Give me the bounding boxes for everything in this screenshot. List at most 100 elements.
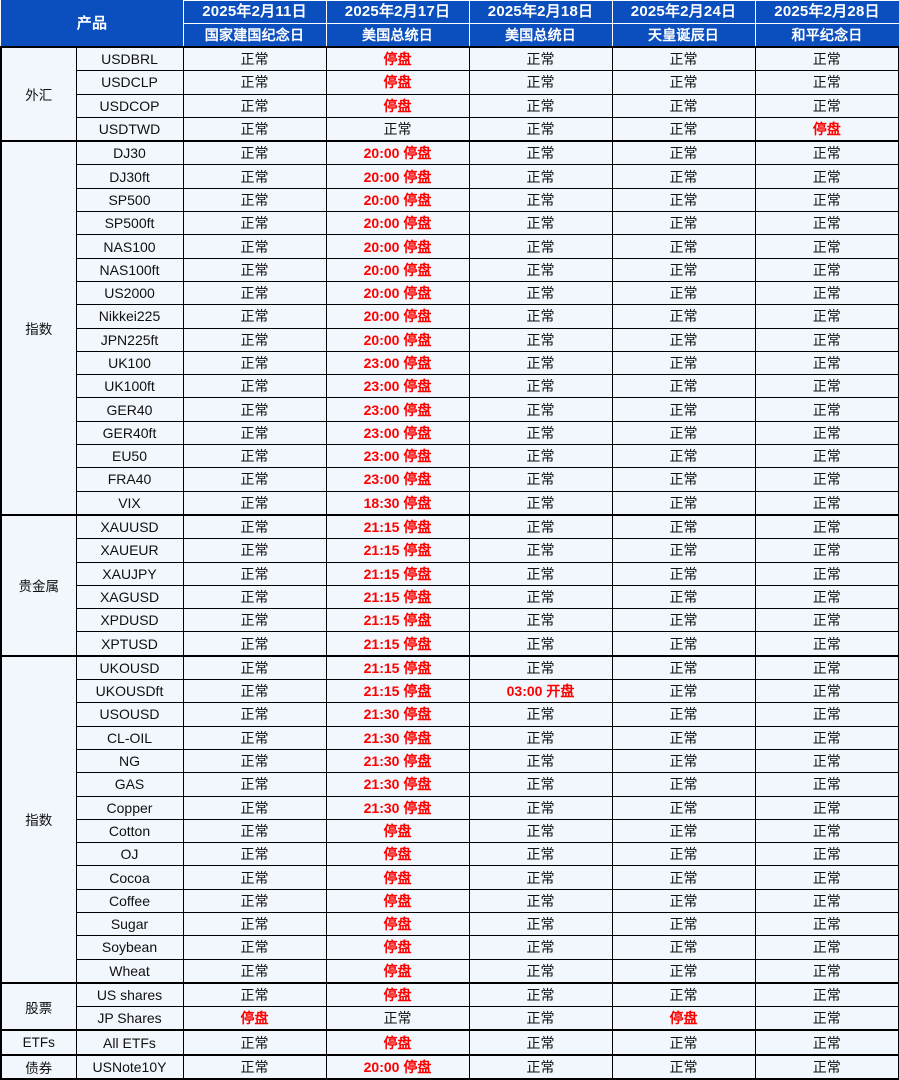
product-cell: UKOUSDft <box>75 679 184 704</box>
status-cell: 20:00 停盘 <box>325 280 470 306</box>
status-cell: 停盘 <box>325 935 470 960</box>
table-row: SP500 正常 20:00 停盘 正常 正常 正常 <box>1 187 899 213</box>
status-cell: 正常 <box>468 211 613 236</box>
table-row: USDCOP 正常 停盘 正常 正常 正常 <box>1 93 899 118</box>
status-cell: 正常 <box>468 444 613 469</box>
status-cell: 正常 <box>754 935 899 960</box>
status-cell: 停盘 <box>325 70 470 95</box>
status-cell: 正常 <box>754 490 899 516</box>
table-row: OJ 正常 停盘 正常 正常 正常 <box>1 842 899 867</box>
status-cell: 正常 <box>754 958 899 984</box>
product-cell: DJ30ft <box>75 164 184 189</box>
product-cell: USDBRL <box>75 46 184 72</box>
table-row: 外汇 USDBRL 正常 停盘 正常 正常 正常 <box>0 45 899 143</box>
status-cell: 正常 <box>182 654 327 681</box>
status-cell: 正常 <box>468 187 613 213</box>
status-cell: 正常 <box>468 865 613 890</box>
status-cell: 正常 <box>468 280 613 306</box>
status-cell: 正常 <box>182 187 327 213</box>
status-cell: 正常 <box>754 46 899 72</box>
status-cell: 正常 <box>182 116 327 143</box>
product-cell: JP Shares <box>75 1006 184 1032</box>
status-cell: 正常 <box>182 795 327 820</box>
status-cell: 正常 <box>468 513 613 540</box>
table-row: 指数 DJ30 正常 20:00 停盘 正常 正常 正常 <box>0 140 899 516</box>
table-row: XPTUSD 正常 21:15 停盘 正常 正常 正常 <box>1 631 899 657</box>
product-cell: USDTWD <box>75 116 184 143</box>
product-cell: GAS <box>75 772 184 797</box>
status-cell: 停盘 <box>325 842 470 867</box>
status-cell: 正常 <box>611 935 756 960</box>
status-cell: 20:00 停盘 <box>325 257 470 282</box>
status-cell: 正常 <box>468 608 613 633</box>
status-cell: 正常 <box>468 46 613 72</box>
product-cell: XAUUSD <box>75 513 184 540</box>
status-cell: 正常 <box>182 748 327 774</box>
status-cell: 正常 <box>754 748 899 774</box>
status-cell: 正常 <box>468 490 613 516</box>
table-row: XAGUSD 正常 21:15 停盘 正常 正常 正常 <box>1 584 899 610</box>
status-cell: 正常 <box>754 842 899 867</box>
table-row: GAS 正常 21:30 停盘 正常 正常 正常 <box>1 772 899 797</box>
product-cell: GER40 <box>75 397 184 422</box>
status-cell: 正常 <box>611 257 756 282</box>
status-cell: 21:30 停盘 <box>325 702 470 727</box>
status-cell: 正常 <box>468 702 613 727</box>
product-cell: Wheat <box>75 958 184 984</box>
product-cell: UK100 <box>75 350 184 376</box>
status-cell: 正常 <box>754 257 899 282</box>
status-cell: 正常 <box>611 888 756 913</box>
status-cell: 正常 <box>182 164 327 189</box>
status-cell: 正常 <box>468 958 613 984</box>
status-cell: 正常 <box>754 140 899 166</box>
product-column-header: 产品 <box>0 0 184 48</box>
status-cell: 正常 <box>754 234 899 259</box>
status-cell: 正常 <box>468 911 613 937</box>
status-cell: 停盘 <box>182 1006 327 1032</box>
status-cell: 正常 <box>468 888 613 913</box>
status-cell: 正常 <box>325 116 470 143</box>
product-cell: GER40ft <box>75 420 184 446</box>
status-cell: 正常 <box>611 561 756 586</box>
status-cell: 正常 <box>611 490 756 516</box>
status-cell: 正常 <box>754 513 899 540</box>
status-cell: 正常 <box>182 211 327 236</box>
product-cell: OJ <box>75 842 184 867</box>
header-row-date: 产品 2025年2月11日 2025年2月17日 2025年2月18日 2025年2月… <box>0 0 899 48</box>
status-cell: 正常 <box>182 93 327 118</box>
status-cell: 正常 <box>468 420 613 446</box>
table-body: 外汇 USDBRL 正常 停盘 正常 正常 正常 USDCLP 正常 停盘 正常 正常 正常 USDCOP… <box>0 45 899 1080</box>
status-cell: 21:15 停盘 <box>325 561 470 586</box>
status-cell: 正常 <box>182 538 327 563</box>
status-cell: 正常 <box>182 584 327 610</box>
status-cell: 停盘 <box>325 911 470 937</box>
table-row: FRA40 正常 23:00 停盘 正常 正常 正常 <box>1 467 899 492</box>
status-cell: 正常 <box>468 374 613 399</box>
status-cell: 正常 <box>468 725 613 750</box>
product-cell: UKOUSD <box>75 654 184 681</box>
product-cell: XPTUSD <box>75 631 184 657</box>
table-row: JPN225ft 正常 20:00 停盘 正常 正常 正常 <box>1 327 899 352</box>
status-cell: 正常 <box>611 513 756 540</box>
date-column-header-3: 2025年2月18日 <box>468 0 613 24</box>
status-cell: 正常 <box>182 234 327 259</box>
status-cell: 正常 <box>325 1006 470 1032</box>
status-cell: 正常 <box>611 911 756 937</box>
product-cell: EU50 <box>75 444 184 469</box>
product-cell: JPN225ft <box>75 327 184 352</box>
status-cell: 正常 <box>468 561 613 586</box>
status-cell: 正常 <box>468 257 613 282</box>
status-cell: 正常 <box>182 725 327 750</box>
status-cell: 正常 <box>182 350 327 376</box>
product-cell: VIX <box>75 490 184 516</box>
product-cell: SP500 <box>75 187 184 213</box>
status-cell: 正常 <box>468 795 613 820</box>
status-cell: 正常 <box>754 584 899 610</box>
status-cell: 正常 <box>182 608 327 633</box>
status-cell: 正常 <box>754 911 899 937</box>
table-row: 股票 US shares 正常 停盘 正常 正常 正常 <box>0 981 899 1032</box>
status-cell: 正常 <box>754 327 899 352</box>
table-row: USOUSD 正常 21:30 停盘 正常 正常 正常 <box>1 702 899 727</box>
status-cell: 正常 <box>754 725 899 750</box>
